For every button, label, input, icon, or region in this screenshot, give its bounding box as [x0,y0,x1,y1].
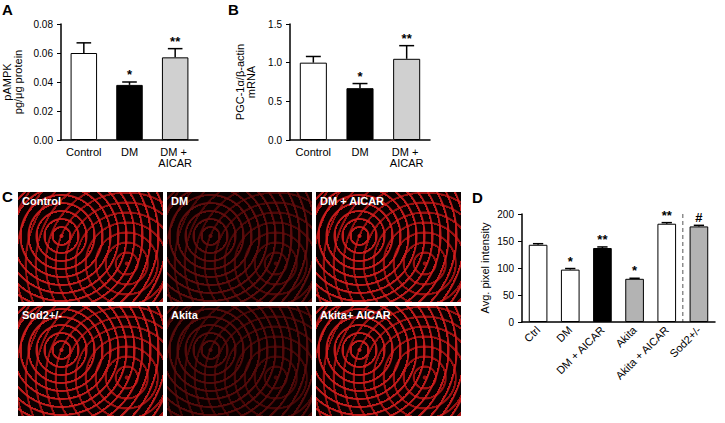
svg-text:*: * [568,254,574,269]
svg-text:**: ** [597,232,608,247]
svg-text:Control: Control [66,146,101,158]
svg-text:pg/μg protein: pg/μg protein [12,50,24,114]
html-text:Akita+ AICAR: Akita+ AICAR [320,309,391,321]
svg-text:150: 150 [497,236,514,247]
svg-text:*: * [357,69,363,84]
svg-text:50: 50 [503,290,515,301]
svg-text:**: ** [402,31,413,46]
svg-text:0.02: 0.02 [34,106,54,117]
svg-text:AICAR: AICAR [158,157,192,169]
svg-text:PGC-1α/β-actin: PGC-1α/β-actin [233,43,246,121]
svg-text:200: 200 [497,209,514,220]
svg-text:pAMPK: pAMPK [0,63,13,101]
svg-text:AICAR: AICAR [390,157,424,169]
svg-text:1.0: 1.0 [268,57,282,68]
svg-text:Avg. pixel intensity: Avg. pixel intensity [479,222,491,313]
svg-text:0.00: 0.00 [34,135,54,146]
svg-text:**: ** [170,34,181,49]
html-text:Sod2+/-: Sod2+/- [22,309,62,321]
svg-text:A: A [2,1,13,18]
svg-text:Ctrl: Ctrl [522,324,543,345]
svg-text:mRNA: mRNA [245,65,257,98]
svg-text:*: * [632,263,638,278]
svg-text:DM +: DM + [391,145,422,158]
svg-text:DM +: DM + [160,145,190,158]
svg-text:0.0: 0.0 [268,135,282,146]
svg-text:0.04: 0.04 [34,77,54,88]
svg-text:B: B [228,1,239,18]
svg-text:0: 0 [508,317,514,328]
svg-text:0.06: 0.06 [34,48,54,59]
svg-text:*: * [127,67,133,82]
svg-text:Akita: Akita [613,323,639,349]
svg-text:Akita + AICAR: Akita + AICAR [613,324,671,382]
svg-text:DM: DM [351,146,368,158]
svg-text:100: 100 [497,263,514,274]
svg-text:0.08: 0.08 [34,19,54,30]
html-text:DM + AICAR: DM + AICAR [320,195,385,207]
svg-text:Control: Control [296,146,331,158]
svg-text:D: D [472,189,483,206]
svg-text:DM + AICAR: DM + AICAR [554,324,607,377]
html-text:C: C [2,188,13,205]
svg-text:**: ** [662,208,673,223]
svg-text:Sod2+/-: Sod2+/- [667,324,703,360]
svg-text:1.5: 1.5 [268,19,282,30]
html-text:Akita: Akita [171,309,198,321]
svg-text:DM: DM [554,324,575,345]
svg-text:DM: DM [121,146,138,158]
html-text:DM: DM [171,195,189,207]
svg-text:0.5: 0.5 [268,96,282,107]
svg-text:#: # [695,210,703,225]
html-text:Control: Control [22,195,62,207]
